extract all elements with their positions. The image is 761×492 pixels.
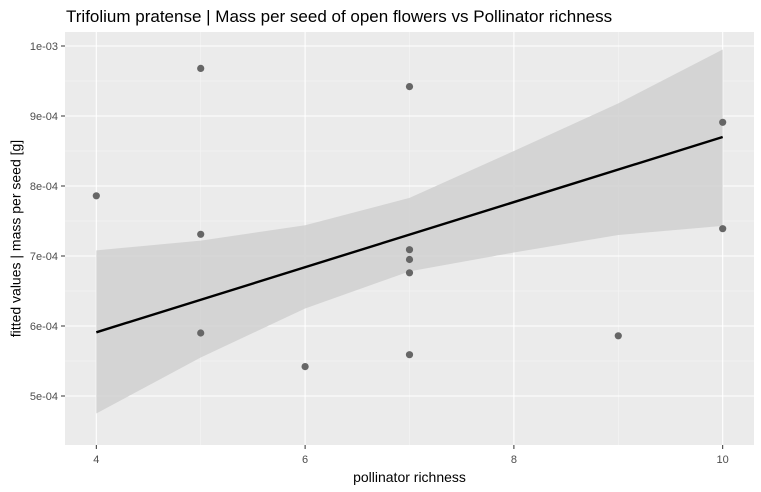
- y-tick-label: 7e-04: [30, 251, 58, 263]
- data-point: [719, 118, 727, 126]
- chart-title: Trifolium pratense | Mass per seed of op…: [66, 7, 612, 26]
- x-tick-label: 4: [93, 454, 99, 466]
- y-axis-ticks: 5e-04 6e-04 7e-04 8e-04 9e-04 1e-03: [30, 41, 65, 403]
- x-tick-label: 8: [511, 454, 517, 466]
- data-point: [405, 246, 414, 254]
- data-point: [197, 329, 205, 337]
- regression-line: [95, 135, 724, 334]
- x-axis-title: pollinator richness: [353, 469, 466, 485]
- data-point: [197, 64, 205, 72]
- confidence-band: [96, 49, 723, 414]
- data-point: [405, 351, 414, 359]
- data-point: [92, 192, 100, 200]
- data-point: [405, 83, 414, 91]
- x-tick-label: 6: [302, 454, 308, 466]
- data-point: [405, 269, 414, 277]
- y-tick-label: 6e-04: [30, 321, 58, 333]
- y-tick-label: 5e-04: [30, 391, 58, 403]
- data-point: [614, 332, 622, 340]
- y-tick-label: 1e-03: [30, 41, 58, 53]
- data-point: [405, 255, 414, 264]
- y-tick-label: 9e-04: [30, 111, 58, 123]
- y-axis-title: fitted values | mass per seed [g]: [8, 140, 24, 337]
- data-points: [92, 64, 727, 371]
- data-point: [719, 225, 727, 233]
- x-tick-label: 10: [717, 454, 729, 466]
- x-axis-ticks: 4 6 8 10: [93, 445, 729, 466]
- data-point: [197, 230, 205, 238]
- data-point: [301, 363, 309, 371]
- y-tick-label: 8e-04: [30, 181, 58, 193]
